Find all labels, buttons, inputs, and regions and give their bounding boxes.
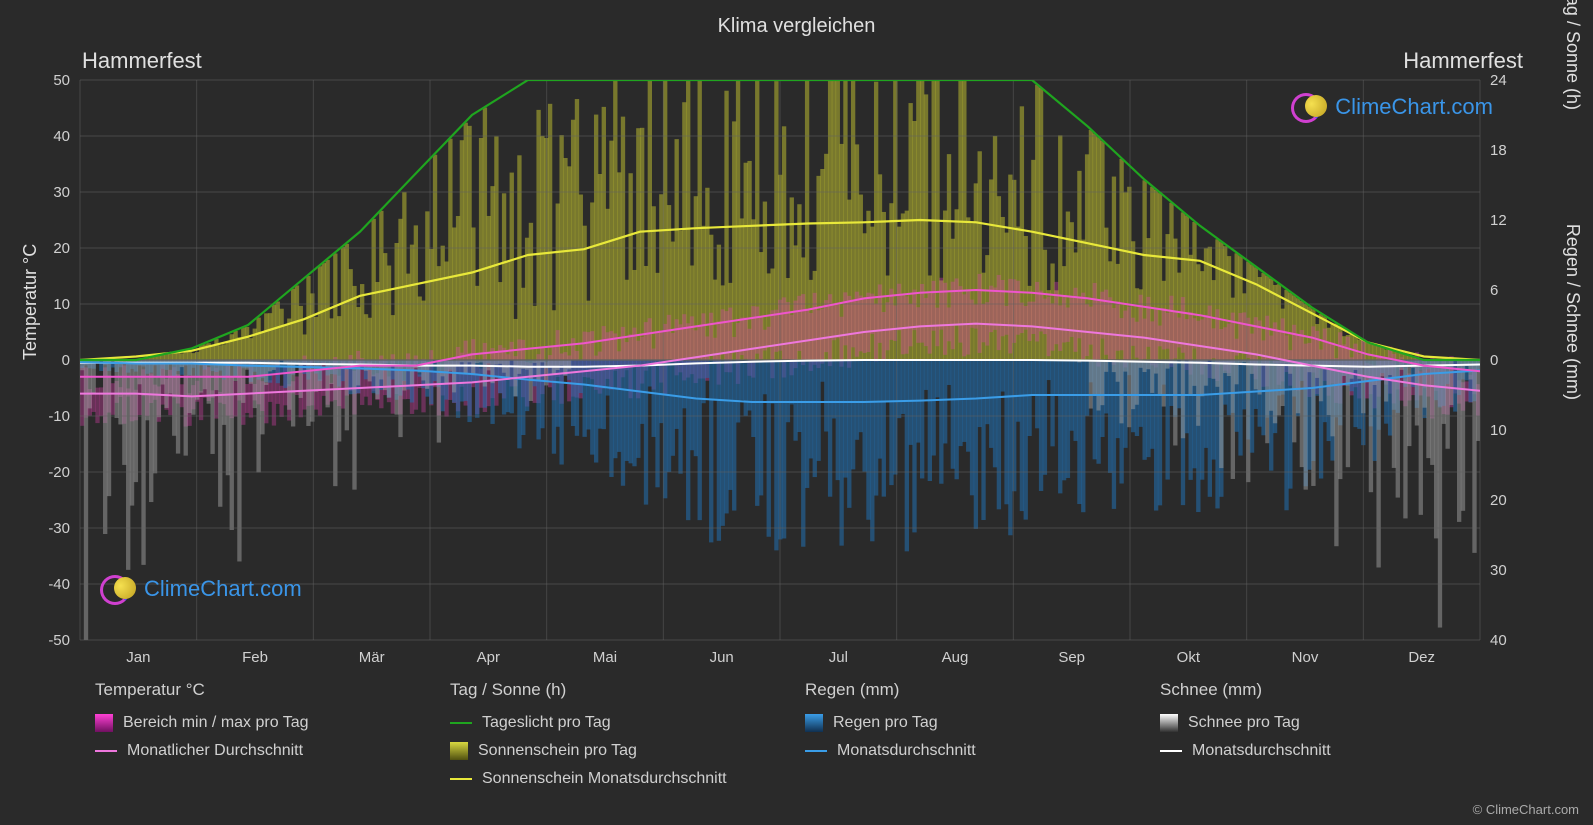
legend-label: Monatlicher Durchschnitt	[127, 742, 303, 760]
y-axis-right-label-daysun: Tag / Sonne (h)	[1562, 0, 1583, 110]
legend-item-snow-avg: Monatsdurchschnitt	[1160, 742, 1515, 760]
climechart-logo-icon	[1291, 93, 1329, 121]
swatch-sunshine-avg	[450, 778, 472, 780]
legend-item-snow-day: Schnee pro Tag	[1160, 714, 1515, 732]
svg-text:10: 10	[1490, 422, 1507, 439]
y-axis-right-label-rainsnow: Regen / Schnee (mm)	[1562, 224, 1583, 400]
copyright-label: © ClimeChart.com	[1473, 802, 1579, 817]
watermark-text: ClimeChart.com	[144, 576, 302, 602]
svg-text:0: 0	[1490, 352, 1498, 369]
svg-text:10: 10	[53, 296, 70, 313]
legend-label: Schnee pro Tag	[1188, 714, 1300, 732]
svg-text:18: 18	[1490, 142, 1507, 159]
legend-item-daylight: Tageslicht pro Tag	[450, 714, 805, 732]
legend-item-temp-range: Bereich min / max pro Tag	[95, 714, 450, 732]
legend-label: Bereich min / max pro Tag	[123, 714, 309, 732]
legend-header-snow: Schnee (mm)	[1160, 680, 1515, 700]
svg-text:Nov: Nov	[1292, 649, 1319, 666]
svg-text:Jun: Jun	[710, 649, 734, 666]
legend-col-daysun: Tag / Sonne (h) Tageslicht pro Tag Sonne…	[450, 680, 805, 798]
chart-svg: 50403020100-10-20-30-40-5024181260102030…	[80, 80, 1480, 640]
swatch-rain-day	[805, 714, 823, 732]
svg-text:Sep: Sep	[1058, 649, 1085, 666]
legend-col-rain: Regen (mm) Regen pro Tag Monatsdurchschn…	[805, 680, 1160, 798]
legend-label: Sonnenschein pro Tag	[478, 742, 637, 760]
watermark-top: ClimeChart.com	[1291, 93, 1493, 121]
svg-text:Mär: Mär	[359, 649, 385, 666]
chart-area: 50403020100-10-20-30-40-5024181260102030…	[80, 80, 1480, 640]
legend-label: Tageslicht pro Tag	[482, 714, 611, 732]
watermark-bottom: ClimeChart.com	[100, 575, 302, 603]
svg-text:Dez: Dez	[1408, 649, 1435, 666]
legend-header-rain: Regen (mm)	[805, 680, 1160, 700]
svg-text:Feb: Feb	[242, 649, 268, 666]
swatch-daylight	[450, 722, 472, 724]
legend-header-temp: Temperatur °C	[95, 680, 450, 700]
svg-text:Mai: Mai	[593, 649, 617, 666]
legend-label: Monatsdurchschnitt	[1192, 742, 1331, 760]
legend-label: Regen pro Tag	[833, 714, 938, 732]
legend-item-temp-avg: Monatlicher Durchschnitt	[95, 742, 450, 760]
location-label-right: Hammerfest	[1403, 48, 1523, 74]
svg-text:Aug: Aug	[942, 649, 969, 666]
svg-text:30: 30	[53, 184, 70, 201]
svg-text:20: 20	[1490, 492, 1507, 509]
legend-item-sunshine-avg: Sonnenschein Monatsdurchschnitt	[450, 770, 805, 788]
swatch-temp-avg	[95, 750, 117, 752]
svg-text:40: 40	[53, 128, 70, 145]
swatch-snow-day	[1160, 714, 1178, 732]
svg-text:30: 30	[1490, 562, 1507, 579]
swatch-temp-range	[95, 714, 113, 732]
svg-text:6: 6	[1490, 282, 1498, 299]
legend-header-daysun: Tag / Sonne (h)	[450, 680, 805, 700]
svg-text:-30: -30	[48, 520, 70, 537]
legend-label: Sonnenschein Monatsdurchschnitt	[482, 770, 727, 788]
svg-text:0: 0	[62, 352, 70, 369]
legend-col-snow: Schnee (mm) Schnee pro Tag Monatsdurchsc…	[1160, 680, 1515, 798]
svg-text:24: 24	[1490, 72, 1507, 89]
svg-text:-40: -40	[48, 576, 70, 593]
svg-text:12: 12	[1490, 212, 1507, 229]
legend-col-temp: Temperatur °C Bereich min / max pro Tag …	[95, 680, 450, 798]
climechart-logo-icon	[100, 575, 138, 603]
swatch-sunshine-day	[450, 742, 468, 760]
svg-text:50: 50	[53, 72, 70, 89]
svg-text:20: 20	[53, 240, 70, 257]
swatch-snow-avg	[1160, 750, 1182, 752]
svg-text:-50: -50	[48, 632, 70, 649]
legend-label: Monatsdurchschnitt	[837, 742, 976, 760]
swatch-rain-avg	[805, 750, 827, 752]
svg-text:Apr: Apr	[477, 649, 500, 666]
svg-text:40: 40	[1490, 632, 1507, 649]
legend-item-rain-day: Regen pro Tag	[805, 714, 1160, 732]
legend-item-rain-avg: Monatsdurchschnitt	[805, 742, 1160, 760]
watermark-text: ClimeChart.com	[1335, 94, 1493, 120]
chart-title: Klima vergleichen	[0, 0, 1593, 38]
svg-text:Okt: Okt	[1177, 649, 1201, 666]
y-axis-left-label: Temperatur °C	[20, 244, 41, 360]
svg-text:Jan: Jan	[126, 649, 150, 666]
location-label-left: Hammerfest	[82, 48, 202, 74]
svg-text:-10: -10	[48, 408, 70, 425]
svg-text:Jul: Jul	[829, 649, 848, 666]
legend: Temperatur °C Bereich min / max pro Tag …	[95, 680, 1515, 798]
legend-item-sunshine-day: Sonnenschein pro Tag	[450, 742, 805, 760]
svg-text:-20: -20	[48, 464, 70, 481]
